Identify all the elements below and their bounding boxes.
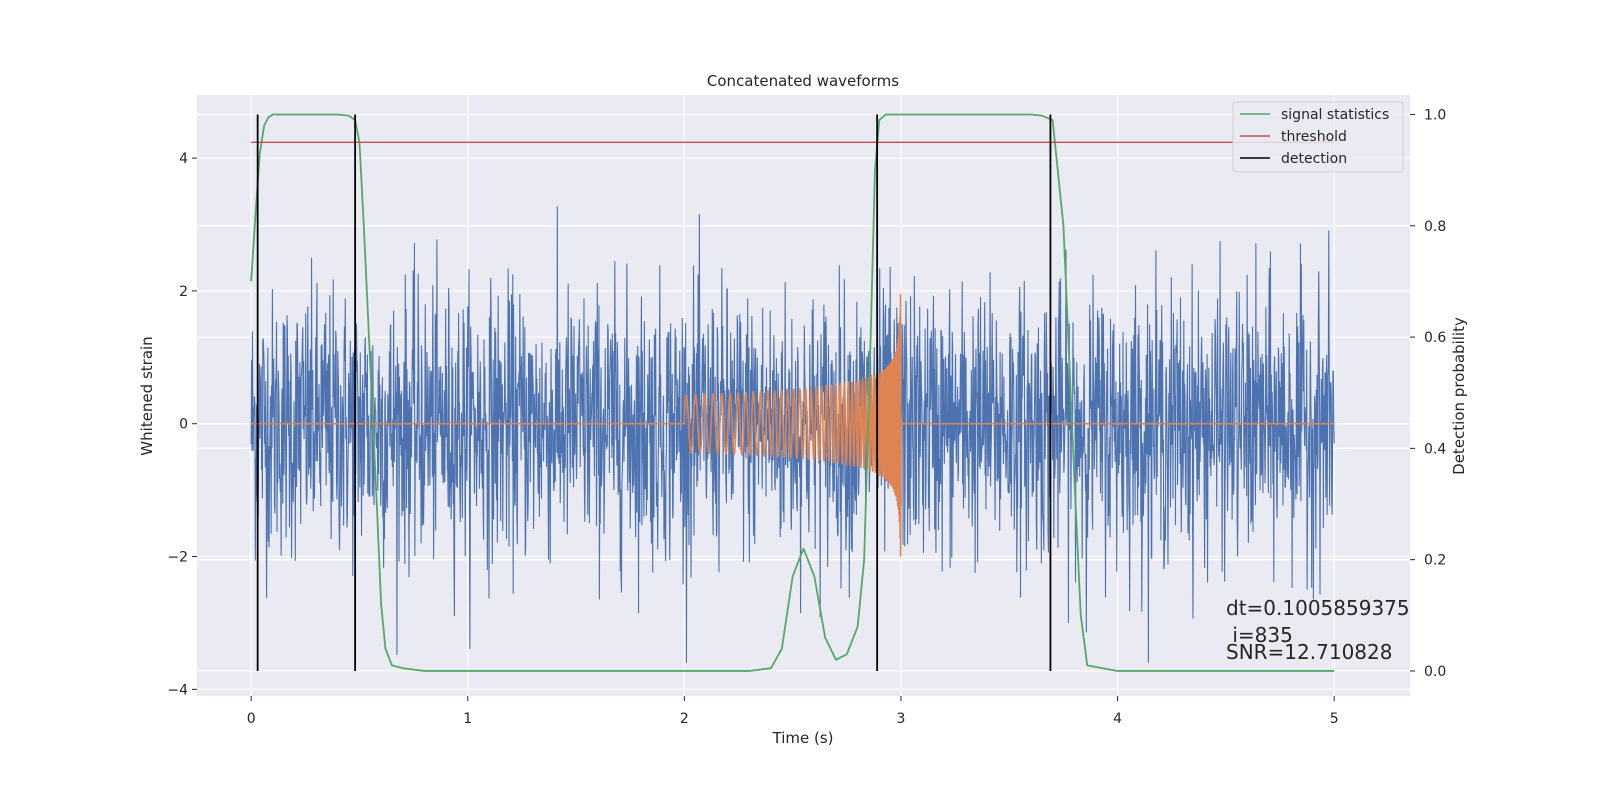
x-tick-label: 1 bbox=[463, 711, 472, 727]
legend-box bbox=[1232, 101, 1404, 173]
y-tick-label: −2 bbox=[167, 550, 188, 566]
annotation-snr: SNR=12.710828 bbox=[1226, 640, 1392, 664]
x-axis-label: Time (s) bbox=[772, 729, 834, 747]
signal-statistics-line bbox=[250, 113, 1335, 672]
y-tick-label: −4 bbox=[167, 682, 188, 698]
x-tick-label: 2 bbox=[680, 711, 689, 727]
detection-series bbox=[256, 114, 1052, 671]
signal-statistics-series bbox=[250, 113, 1335, 672]
tick-labels: 0 1 2 3 4 5 −4 −2 0 2 4 0.0 0.2 0.4 0.6 0.8 1.0 bbox=[167, 107, 1446, 727]
legend-label-statistics: signal statistics bbox=[1281, 107, 1389, 123]
x-tick-label: 5 bbox=[1330, 711, 1339, 727]
legend-label-threshold: threshold bbox=[1281, 129, 1347, 145]
y-right-tick-label: 0.6 bbox=[1424, 330, 1446, 346]
legend: signal statistics threshold detection bbox=[1232, 101, 1404, 173]
y-right-tick-label: 0.4 bbox=[1424, 441, 1446, 457]
legend-label-detection: detection bbox=[1281, 151, 1347, 167]
x-tick-label: 0 bbox=[247, 711, 256, 727]
chart-title: Concatenated waveforms bbox=[707, 72, 899, 90]
annotation-i: i=835 bbox=[1226, 623, 1293, 647]
y-tick-label: 4 bbox=[179, 151, 188, 167]
y-tick-label: 2 bbox=[179, 284, 188, 300]
x-tick-label: 4 bbox=[1113, 711, 1122, 727]
y-right-tick-label: 0.0 bbox=[1424, 664, 1446, 680]
chirp-series bbox=[251, 293, 1335, 557]
y-axis-label: Whitened strain bbox=[138, 336, 156, 455]
annotation-dt: dt=0.1005859375 bbox=[1226, 596, 1410, 620]
y-right-tick-label: 1.0 bbox=[1424, 107, 1446, 123]
y-right-tick-label: 0.8 bbox=[1424, 219, 1446, 235]
x-tick-label: 3 bbox=[897, 711, 906, 727]
y-right-tick-label: 0.2 bbox=[1424, 553, 1446, 569]
y-axis-right-label: Detection probability bbox=[1450, 317, 1468, 475]
chirp-line bbox=[251, 293, 1335, 557]
y-tick-label: 0 bbox=[179, 417, 188, 433]
